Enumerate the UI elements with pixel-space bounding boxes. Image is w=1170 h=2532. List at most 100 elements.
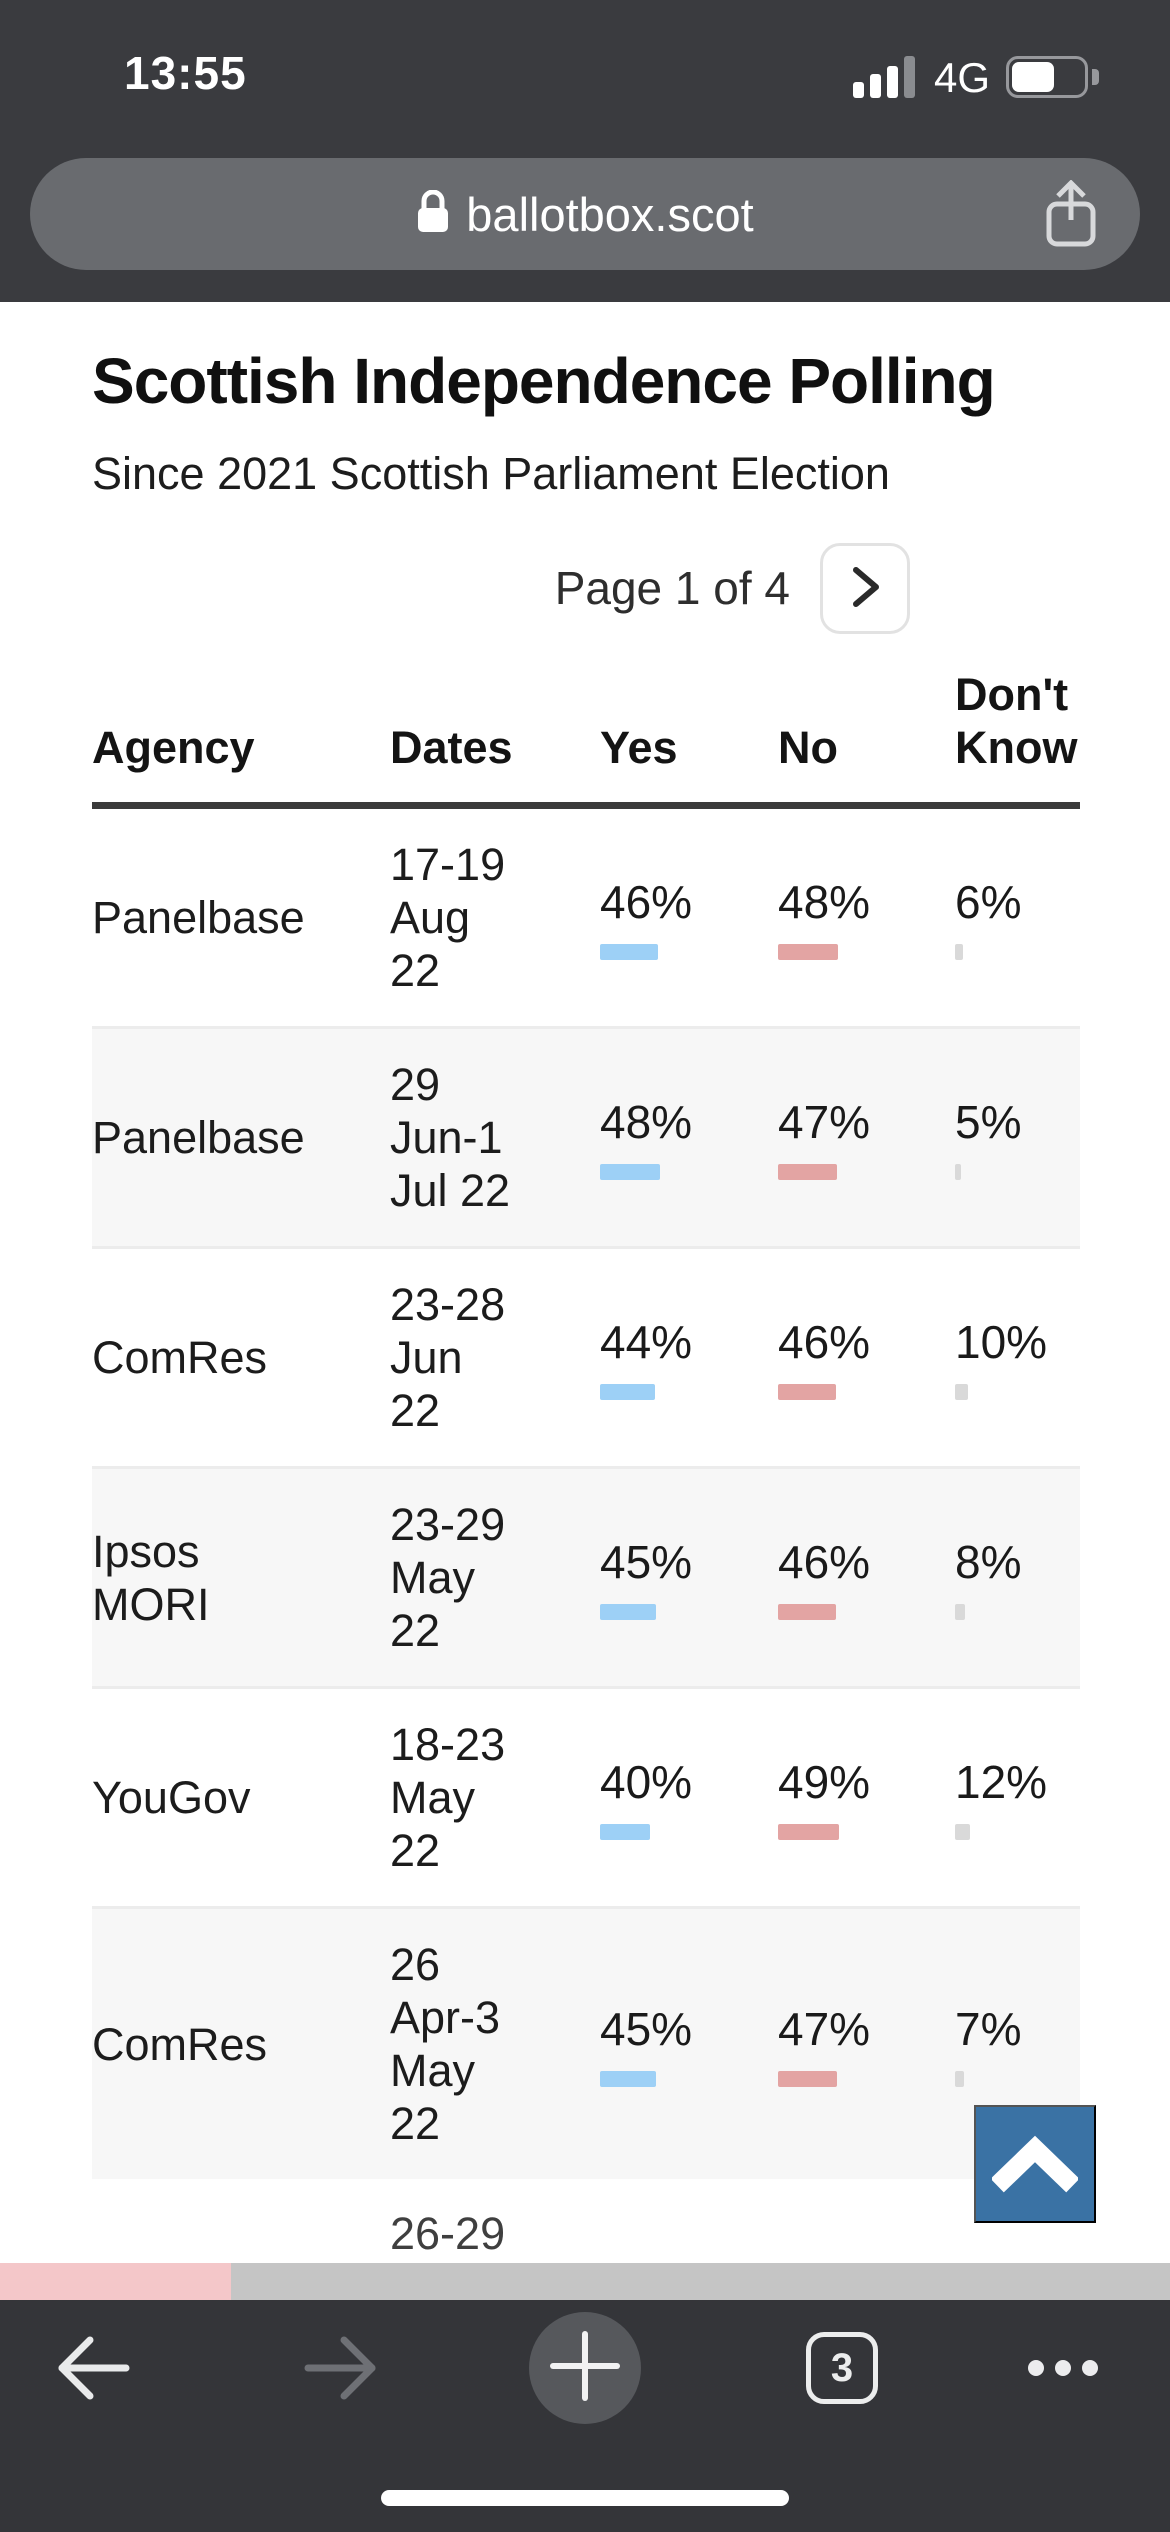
url-text: ballotbox.scot	[466, 187, 754, 241]
dk-value: 8%	[955, 1536, 1022, 1588]
tabs-button[interactable]: 3	[806, 2332, 878, 2404]
page-subtitle: Since 2021 Scottish Parliament Election	[92, 448, 890, 499]
menu-dot	[1055, 2360, 1071, 2376]
signal-bar-empty	[904, 56, 915, 98]
agency-cell: ComRes	[92, 2018, 268, 2070]
dk-bar	[955, 1824, 970, 1840]
dates-cell: 29 Jun-1 Jul 22	[390, 1059, 511, 1216]
table-body: Panelbase 17-19 Aug 22 46% 48% 6% Panelbase 29 Ju…	[92, 809, 1080, 2179]
url-bar[interactable]: ballotbox.scot	[30, 158, 1140, 270]
scroll-progress-bar[interactable]	[0, 2263, 1170, 2300]
dk-bar	[955, 1164, 962, 1180]
menu-button[interactable]	[1028, 2360, 1098, 2376]
table-row: ComRes 26 Apr-3 May 22 45% 47% 7%	[92, 1906, 1080, 2179]
dates-cell: 18-23 May 22	[390, 1719, 506, 1876]
yes-cell: 44%	[600, 1315, 778, 1400]
column-header: Agency	[92, 722, 255, 773]
battery-icon	[1006, 56, 1102, 98]
back-button[interactable]	[52, 2330, 134, 2411]
table-row: Ipsos MORI 23-29 May 22 45% 46% 8%	[92, 1466, 1080, 1686]
agency-cell: YouGov	[92, 1772, 251, 1823]
no-bar	[778, 1824, 840, 1840]
dk-value: 12%	[955, 1756, 1048, 1808]
battery-fill	[1012, 62, 1054, 92]
page-title: Scottish Independence Polling	[92, 345, 996, 417]
agency-cell: Panelbase	[92, 1112, 305, 1163]
agency-cell: Panelbase	[92, 892, 305, 943]
dates-cell: 23-28 Jun 22	[390, 1279, 506, 1436]
yes-value: 45%	[600, 1536, 693, 1588]
web-page-content: Scottish Independence Polling Since 2021…	[0, 302, 1170, 2260]
battery-body	[1006, 56, 1088, 98]
yes-cell: 40%	[600, 1755, 778, 1840]
no-value: 47%	[778, 1096, 871, 1148]
yes-cell: 45%	[600, 1535, 778, 1620]
no-bar	[778, 1384, 836, 1400]
chevron-up-icon	[990, 2133, 1080, 2196]
scroll-to-top-button[interactable]	[974, 2105, 1096, 2223]
no-value: 46%	[778, 1536, 871, 1588]
status-time: 13:55	[124, 47, 247, 99]
agency-cell: ComRes	[92, 1332, 268, 1383]
column-header: No	[778, 722, 838, 773]
dk-cell: 6%	[955, 875, 1080, 960]
no-cell: 46%	[778, 1315, 955, 1400]
tab-count: 3	[830, 2345, 854, 2390]
lock-icon	[416, 189, 450, 239]
dates-cell: 26 Apr-3 May 22	[390, 1939, 501, 2149]
yes-bar	[600, 1164, 660, 1180]
scroll-progress-fill	[0, 2263, 231, 2300]
dk-cell: 12%	[955, 1755, 1080, 1840]
browser-bottom-toolbar: 3	[0, 2300, 1170, 2532]
no-cell: 48%	[778, 875, 955, 960]
forward-button[interactable]	[300, 2330, 382, 2411]
table-row: Panelbase 29 Jun-1 Jul 22 48% 47% 5%	[92, 1026, 1080, 1246]
browser-top-chrome: 13:55 4G ballotbox.scot	[0, 0, 1170, 302]
yes-bar	[600, 1824, 650, 1840]
column-header: Yes	[600, 722, 678, 773]
no-value: 48%	[778, 876, 871, 928]
yes-value: 48%	[600, 1096, 693, 1148]
yes-value: 45%	[600, 2002, 693, 2055]
polling-table: Agency Dates Yes No Don't Know Panelbase 17-1…	[92, 668, 1080, 2260]
dk-cell: 5%	[955, 1095, 1080, 1180]
no-value: 47%	[778, 2002, 871, 2055]
home-indicator[interactable]	[381, 2490, 789, 2506]
menu-dot	[1082, 2360, 1098, 2376]
yes-cell: 45%	[600, 2002, 778, 2087]
next-page-button[interactable]	[820, 542, 910, 634]
yes-value: 46%	[600, 876, 693, 928]
yes-cell: 48%	[600, 1095, 778, 1180]
share-icon[interactable]	[1044, 179, 1098, 253]
no-bar	[778, 2070, 837, 2087]
battery-nub	[1092, 69, 1099, 85]
table-header-row: Agency Dates Yes No Don't Know	[92, 668, 1080, 809]
yes-bar	[600, 944, 658, 960]
yes-bar	[600, 1384, 655, 1400]
pagination: Page 1 of 4	[92, 542, 910, 634]
dates-cell: 17-19 Aug 22	[390, 839, 506, 996]
no-bar	[778, 944, 838, 960]
pagination-label: Page 1 of 4	[554, 562, 790, 614]
yes-cell: 46%	[600, 875, 778, 960]
table-row: YouGov 18-23 May 22 40% 49% 12%	[92, 1686, 1080, 1906]
table-row: Panelbase 17-19 Aug 22 46% 48% 6%	[92, 809, 1080, 1026]
scroll-progress-track	[231, 2263, 1170, 2300]
yes-bar	[600, 1604, 657, 1620]
no-cell: 46%	[778, 1535, 955, 1620]
yes-value: 40%	[600, 1756, 693, 1808]
no-value: 46%	[778, 1316, 871, 1368]
no-value: 49%	[778, 1756, 871, 1808]
no-cell: 49%	[778, 1755, 955, 1840]
new-tab-button[interactable]	[529, 2312, 641, 2424]
signal-bar	[853, 82, 864, 98]
dk-bar	[955, 1604, 965, 1620]
dk-value: 6%	[955, 876, 1022, 928]
dk-bar	[955, 2070, 964, 2087]
plus-icon	[550, 2330, 620, 2406]
no-bar	[778, 1604, 836, 1620]
no-cell: 47%	[778, 2002, 955, 2087]
partial-next-row: 26-29	[92, 2179, 1080, 2260]
yes-value: 44%	[600, 1316, 693, 1368]
